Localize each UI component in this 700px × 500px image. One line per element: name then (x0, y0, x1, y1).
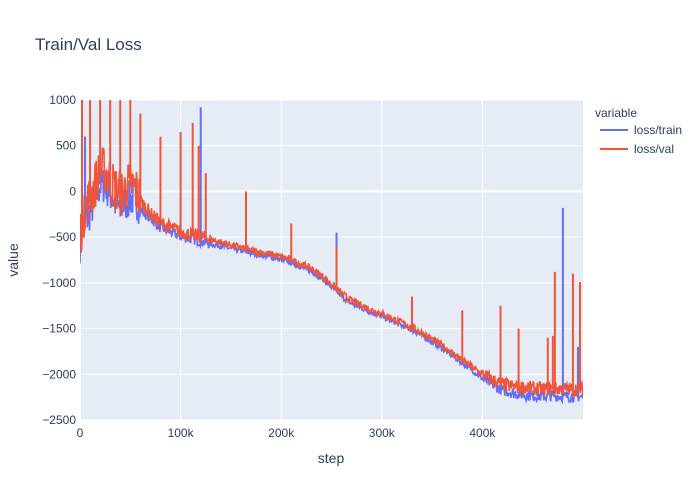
y-tick-label: 1000 (49, 93, 76, 107)
y-axis-title: value (5, 243, 21, 277)
y-axis-ticks: −2500 −2000 −1500 −1000 −500 0 500 1000 (42, 93, 76, 427)
x-tick-label: 400k (469, 426, 496, 440)
x-tick-label: 200k (268, 426, 295, 440)
plot-background (80, 100, 583, 420)
y-tick-label: −1500 (42, 322, 76, 336)
x-tick-label: 100k (168, 426, 195, 440)
plot-area (80, 100, 583, 405)
x-axis-title: step (318, 450, 345, 466)
legend-entry: loss/val (634, 142, 674, 156)
x-tick-label: 0 (77, 426, 84, 440)
y-tick-label: 500 (56, 139, 76, 153)
y-tick-label: −2500 (42, 413, 76, 427)
y-tick-label: −500 (49, 230, 76, 244)
y-tick-label: −2000 (42, 367, 76, 381)
legend-entry: loss/train (634, 123, 682, 137)
y-tick-label: −1000 (42, 276, 76, 290)
chart-title: Train/Val Loss (35, 35, 142, 54)
y-tick-label: 0 (69, 184, 76, 198)
x-axis-ticks: 0 100k 200k 300k 400k (77, 426, 497, 440)
x-tick-label: 300k (369, 426, 396, 440)
legend[interactable]: variable loss/train loss/val (595, 106, 682, 156)
legend-title: variable (595, 106, 637, 120)
series-line (80, 168, 583, 405)
series-loss-val (80, 100, 583, 398)
series-line (80, 147, 583, 398)
